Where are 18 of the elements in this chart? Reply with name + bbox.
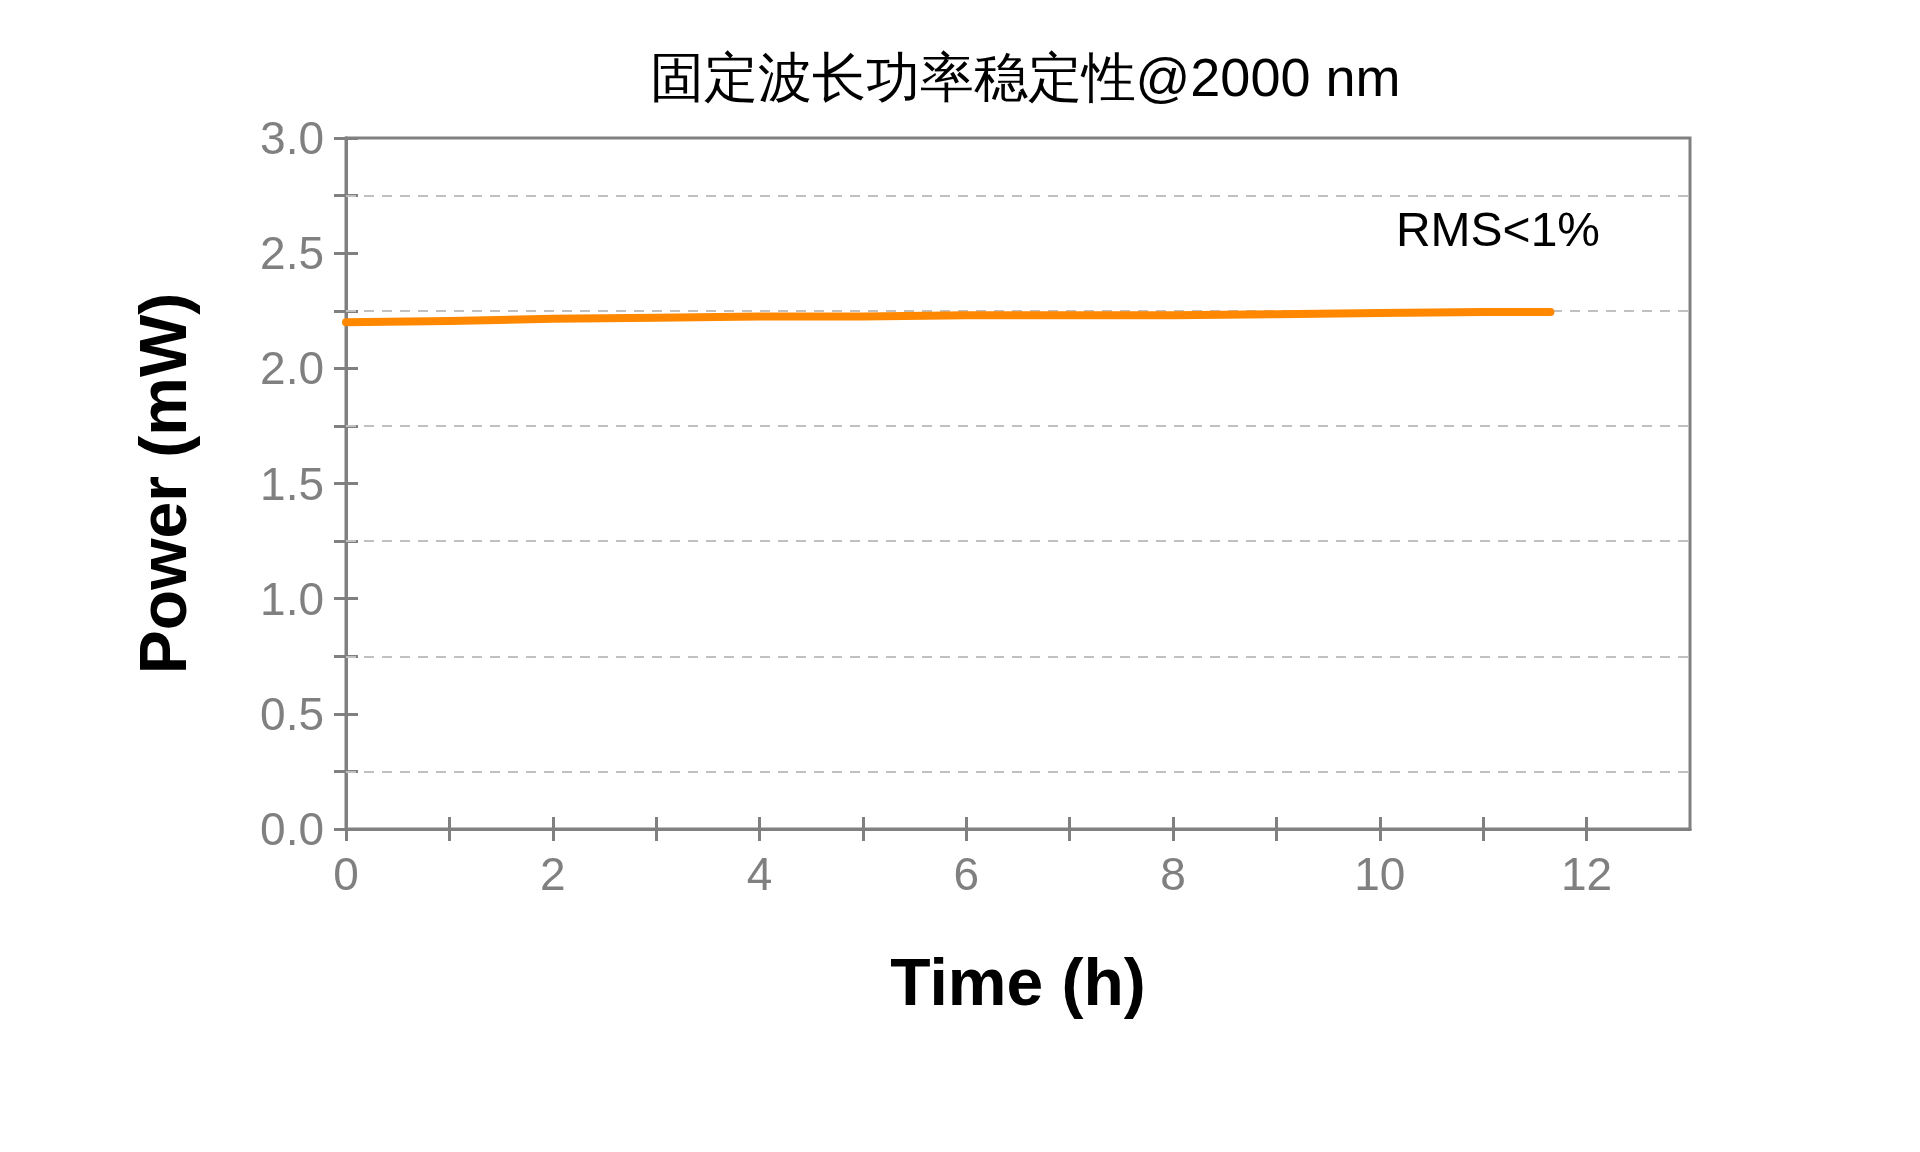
- x-tick-label: 4: [746, 848, 773, 900]
- y-tick-label: 2.5: [260, 227, 324, 280]
- x-tick-label: 0: [333, 848, 359, 900]
- y-tick-label: 0.0: [260, 803, 324, 855]
- x-axis-title: Time (h): [890, 945, 1146, 1019]
- x-tick-label: 12: [1561, 848, 1613, 900]
- y-tick-label: 2.0: [260, 342, 324, 395]
- x-tick-label: 2: [539, 848, 566, 900]
- y-axis-title: Power (mW): [126, 292, 200, 675]
- y-tick-label: 1.0: [260, 572, 324, 625]
- annotation: RMS<1%: [1395, 202, 1601, 256]
- y-tick-label: 0.5: [260, 687, 324, 740]
- x-tick-label: 8: [1160, 848, 1186, 900]
- chart-title: 固定波长功率稳定性@2000 nm: [649, 47, 1401, 107]
- x-tick-label: 10: [1354, 848, 1406, 900]
- y-tick-label: 3.0: [260, 112, 324, 164]
- y-tick-label: 1.5: [260, 457, 324, 510]
- x-tick-label: 6: [953, 848, 980, 900]
